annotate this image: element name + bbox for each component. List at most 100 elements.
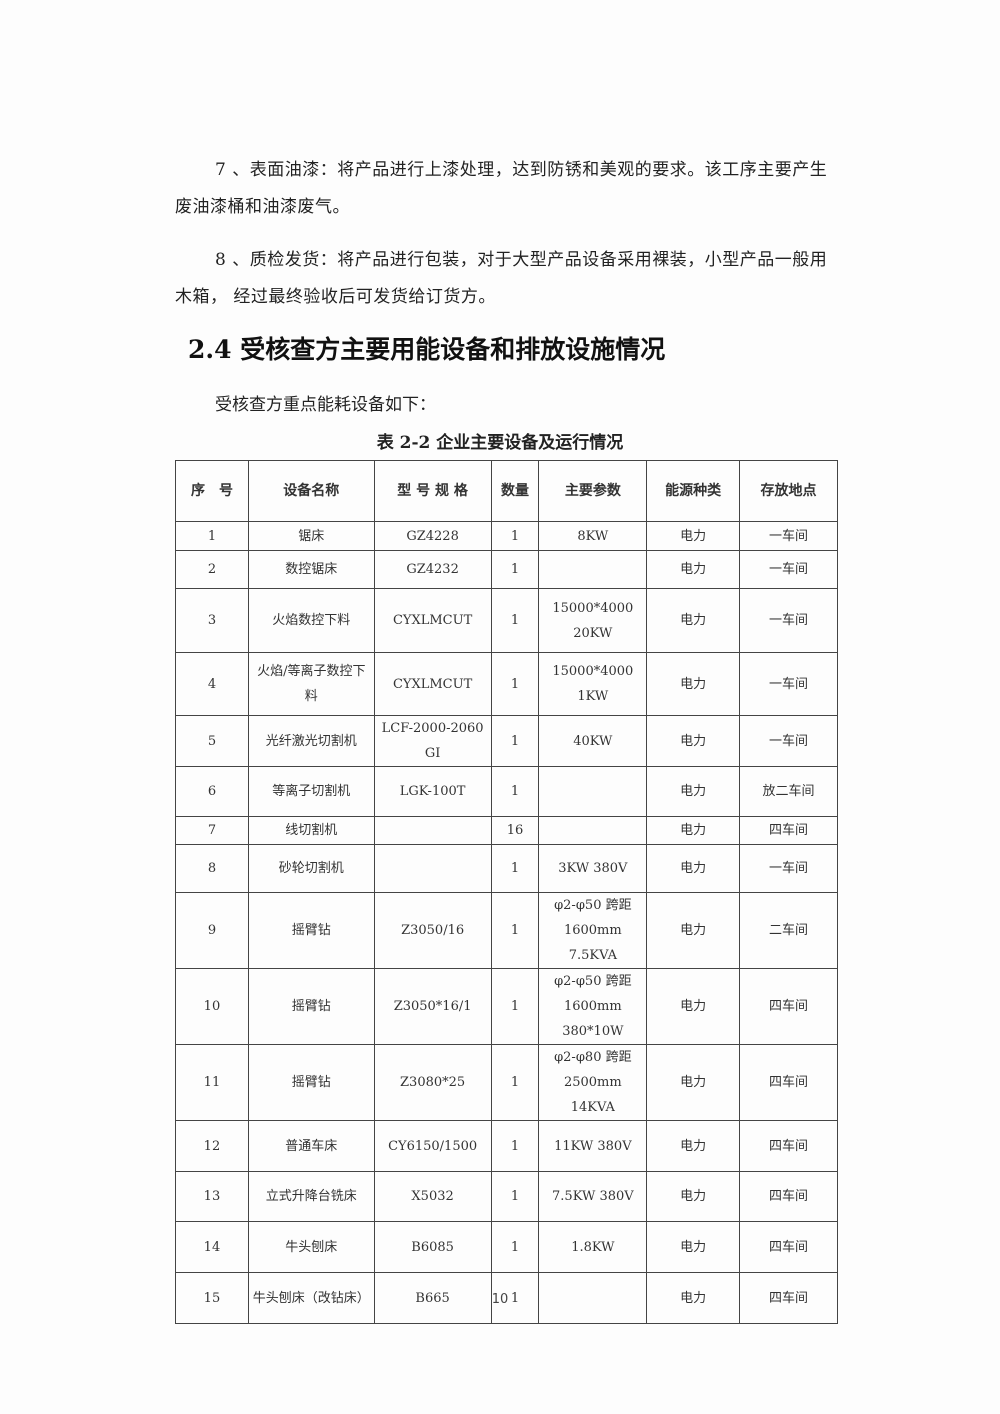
- table-cell: 1: [490, 1221, 540, 1273]
- table-cell: 1: [175, 521, 249, 551]
- table-cell: GZ4228: [373, 521, 492, 551]
- table-cell: φ2-φ50 跨距 1600mm 380*10W: [538, 968, 648, 1045]
- table-cell: 电力: [646, 1171, 741, 1222]
- table-cell: 四车间: [739, 1171, 838, 1222]
- table-cell: X5032: [373, 1171, 492, 1222]
- table-cell: 1: [490, 521, 540, 551]
- table-cell: 四车间: [739, 1044, 838, 1121]
- table-cell: 摇臂钻: [247, 1044, 375, 1121]
- table-cell: [538, 1272, 648, 1324]
- table-cell: 电力: [646, 816, 741, 845]
- table-cell: 线切割机: [247, 816, 375, 845]
- table-cell: 15000*4000 1KW: [538, 652, 648, 716]
- table-cell: 电力: [646, 521, 741, 551]
- table-cell: 一车间: [739, 588, 838, 653]
- table-cell: 电力: [646, 588, 741, 653]
- table-cell: 电力: [646, 550, 741, 589]
- paragraph-step-7: 7 、表面油漆：将产品进行上漆处理，达到防锈和美观的要求。该工序主要产生废油漆桶…: [175, 160, 828, 217]
- table-cell: 二车间: [739, 892, 838, 969]
- table-cell: 1: [490, 715, 540, 767]
- table-row: 4 火焰/等离子数控下料 CYXLMCUT 1 15000*4000 1KW 电力 一车间: [175, 652, 838, 716]
- table-row: 13 立式升降台铣床 X5032 1 7.5KW 380V 电力 四车间: [175, 1171, 838, 1222]
- table-cell: 砂轮切割机: [247, 844, 375, 893]
- table-cell: 四车间: [739, 1120, 838, 1172]
- table-cell: 电力: [646, 892, 741, 969]
- table-row: 2 数控锯床 GZ4232 1 电力 一车间: [175, 550, 838, 589]
- table-cell: CY6150/1500: [373, 1120, 492, 1172]
- table-cell: 火焰/等离子数控下料: [247, 652, 375, 716]
- table-cell: 3: [175, 588, 249, 653]
- table-cell: [538, 550, 648, 589]
- table-cell: 立式升降台铣床: [247, 1171, 375, 1222]
- column-header: 设备名称: [247, 460, 375, 522]
- table-cell: 7.5KW 380V: [538, 1171, 648, 1222]
- table-cell: 等离子切割机: [247, 766, 375, 817]
- table-cell: 16: [490, 816, 540, 845]
- table-cell: 10: [175, 968, 249, 1045]
- column-header: 数量: [490, 460, 540, 522]
- table-cell: LCF-2000-2060GI: [373, 715, 492, 767]
- table-cell: 4: [175, 652, 249, 716]
- table-cell: Z3050*16/1: [373, 968, 492, 1045]
- table-cell: 7: [175, 816, 249, 845]
- table-cell: 牛头刨床: [247, 1221, 375, 1273]
- table-cell: 电力: [646, 844, 741, 893]
- intro-text: 受核查方重点能耗设备如下：: [215, 395, 436, 415]
- table-cell: 四车间: [739, 816, 838, 845]
- table-cell: 14: [175, 1221, 249, 1273]
- table-cell: 电力: [646, 766, 741, 817]
- column-header: 型 号 规 格: [373, 460, 492, 522]
- table-cell: 电力: [646, 1272, 741, 1324]
- table-cell: 1: [490, 968, 540, 1045]
- table-cell: 15000*4000 20KW: [538, 588, 648, 653]
- table-cell: 3KW 380V: [538, 844, 648, 893]
- page-number: 10: [491, 1292, 509, 1307]
- table-cell: 1: [490, 1044, 540, 1121]
- table-cell: LGK-100T: [373, 766, 492, 817]
- table-cell: 11: [175, 1044, 249, 1121]
- table-cell: 电力: [646, 1044, 741, 1121]
- table-caption: 表 2-2 企业主要设备及运行情况: [376, 433, 624, 453]
- table-cell: 四车间: [739, 1221, 838, 1273]
- table-cell: 数控锯床: [247, 550, 375, 589]
- table-cell: 1: [490, 766, 540, 817]
- equipment-table: 序 号设备名称型 号 规 格数量 主要参数 能源种类 存放地点 1 锯床 GZ4228 1 8…: [175, 460, 838, 1324]
- table-row: 7 线切割机 16 电力 四车间: [175, 816, 838, 845]
- table-cell: 一车间: [739, 844, 838, 893]
- table-cell: 摇臂钻: [247, 892, 375, 969]
- table-cell: 电力: [646, 652, 741, 716]
- paragraph-step-8: 8 、质检发货：将产品进行包装，对于大型产品设备采用裸装，小型产品一般用木箱， …: [175, 250, 828, 307]
- table-cell: 8KW: [538, 521, 648, 551]
- table-cell: 1: [490, 892, 540, 969]
- table-cell: 1: [490, 1120, 540, 1172]
- table-cell: [538, 816, 648, 845]
- table-cell: 四车间: [739, 968, 838, 1045]
- table-cell: 40KW: [538, 715, 648, 767]
- section-heading: 2.4 受核查方主要用能设备和排放设施情况: [188, 335, 666, 364]
- table-cell: 锯床: [247, 521, 375, 551]
- table-row: 3 火焰数控下料 CYXLMCUT 1 15000*4000 20KW 电力 一车间: [175, 588, 838, 653]
- table-cell: 12: [175, 1120, 249, 1172]
- table-cell: 2: [175, 550, 249, 589]
- table-cell: 电力: [646, 1221, 741, 1273]
- table-cell: φ2-φ80 跨距 2500mm 14KVA: [538, 1044, 648, 1121]
- table-cell: 火焰数控下料: [247, 588, 375, 653]
- table-cell: 普通车床: [247, 1120, 375, 1172]
- table-cell: [538, 766, 648, 817]
- table-cell: 一车间: [739, 550, 838, 589]
- table-cell: 放二车间: [739, 766, 838, 817]
- table-cell: 一车间: [739, 715, 838, 767]
- table-header-row: 序 号设备名称型 号 规 格数量 主要参数 能源种类 存放地点: [175, 460, 838, 522]
- table-cell: 15: [175, 1272, 249, 1324]
- table-cell: 1: [490, 588, 540, 653]
- table-cell: 1: [490, 550, 540, 589]
- table-cell: CYXLMCUT: [373, 652, 492, 716]
- column-header: 能源种类: [646, 460, 741, 522]
- table-cell: B6085: [373, 1221, 492, 1273]
- table-cell: 摇臂钻: [247, 968, 375, 1045]
- table-cell: Z3080*25: [373, 1044, 492, 1121]
- table-cell: [373, 844, 492, 893]
- table-cell: 9: [175, 892, 249, 969]
- table-cell: 电力: [646, 968, 741, 1045]
